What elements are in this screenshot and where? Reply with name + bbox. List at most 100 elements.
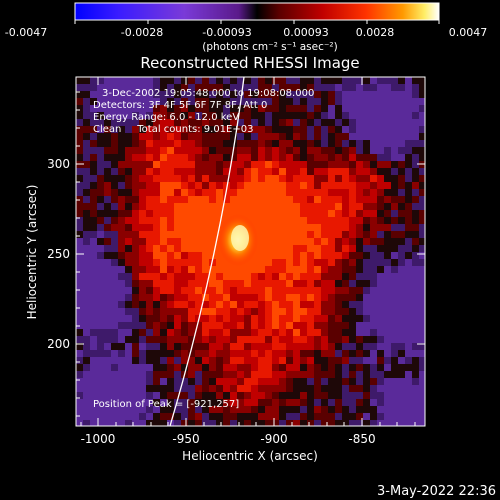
image-pixel — [111, 364, 119, 372]
image-pixel — [265, 203, 273, 211]
image-pixel — [363, 287, 371, 295]
image-pixel — [384, 406, 392, 414]
image-pixel — [174, 371, 182, 379]
image-pixel — [398, 182, 406, 190]
image-pixel — [370, 371, 378, 379]
image-pixel — [342, 371, 350, 379]
image-pixel — [384, 259, 392, 267]
image-pixel — [342, 343, 350, 351]
image-pixel — [125, 357, 133, 365]
image-pixel — [265, 280, 273, 288]
image-pixel — [174, 301, 182, 309]
image-pixel — [104, 91, 112, 99]
image-pixel — [258, 140, 266, 148]
image-pixel — [349, 413, 357, 421]
image-pixel — [104, 154, 112, 162]
image-pixel — [307, 245, 315, 253]
image-pixel — [405, 343, 413, 351]
image-pixel — [307, 357, 315, 365]
footer-timestamp: 3-May-2022 22:36 — [377, 484, 496, 499]
image-pixel — [328, 392, 336, 400]
image-pixel — [342, 350, 350, 358]
image-pixel — [167, 308, 175, 316]
image-pixel — [314, 294, 322, 302]
image-pixel — [83, 371, 91, 379]
image-pixel — [188, 175, 196, 183]
image-pixel — [195, 231, 203, 239]
image-pixel — [272, 189, 280, 197]
image-pixel — [90, 259, 98, 267]
image-pixel — [244, 406, 252, 414]
image-pixel — [328, 161, 336, 169]
image-pixel — [314, 105, 322, 113]
image-pixel — [97, 84, 105, 92]
image-pixel — [181, 126, 189, 134]
image-pixel — [384, 126, 392, 134]
image-pixel — [342, 91, 350, 99]
image-pixel — [111, 385, 119, 393]
image-pixel — [188, 119, 196, 127]
image-pixel — [83, 343, 91, 351]
image-pixel — [104, 77, 112, 85]
image-pixel — [111, 224, 119, 232]
image-pixel — [125, 105, 133, 113]
image-pixel — [321, 371, 329, 379]
image-pixel — [174, 231, 182, 239]
image-pixel — [363, 126, 371, 134]
image-pixel — [384, 224, 392, 232]
image-pixel — [76, 350, 84, 358]
image-pixel — [244, 182, 252, 190]
image-pixel — [90, 112, 98, 120]
image-pixel — [314, 329, 322, 337]
image-pixel — [90, 294, 98, 302]
image-pixel — [272, 161, 280, 169]
image-pixel — [160, 301, 168, 309]
image-pixel — [125, 406, 133, 414]
image-pixel — [104, 210, 112, 218]
image-pixel — [244, 147, 252, 155]
image-pixel — [384, 154, 392, 162]
image-pixel — [118, 259, 126, 267]
image-pixel — [209, 280, 217, 288]
image-pixel — [181, 301, 189, 309]
image-pixel — [132, 315, 140, 323]
image-pixel — [398, 91, 406, 99]
image-pixel — [412, 98, 420, 106]
image-pixel — [335, 420, 343, 426]
image-pixel — [195, 308, 203, 316]
image-pixel — [307, 343, 315, 351]
image-pixel — [258, 252, 266, 260]
image-pixel — [258, 406, 266, 414]
image-pixel — [391, 154, 399, 162]
image-pixel — [202, 273, 210, 281]
image-pixel — [328, 322, 336, 330]
energy-range-text: Energy Range: 6.0 - 12.0 keV — [93, 112, 239, 123]
image-pixel — [188, 245, 196, 253]
image-pixel — [307, 203, 315, 211]
image-pixel — [195, 294, 203, 302]
image-pixel — [230, 210, 238, 218]
image-pixel — [335, 203, 343, 211]
image-pixel — [83, 252, 91, 260]
image-pixel — [265, 84, 273, 92]
image-pixel — [328, 378, 336, 386]
image-pixel — [349, 406, 357, 414]
image-pixel — [160, 399, 168, 407]
image-pixel — [76, 126, 84, 134]
image-pixel — [370, 77, 378, 85]
image-pixel — [300, 168, 308, 176]
image-pixel — [384, 210, 392, 218]
image-pixel — [405, 336, 413, 344]
image-pixel — [349, 105, 357, 113]
image-pixel — [272, 350, 280, 358]
image-pixel — [104, 378, 112, 386]
image-pixel — [195, 252, 203, 260]
image-pixel — [188, 350, 196, 358]
image-pixel — [314, 385, 322, 393]
image-pixel — [223, 203, 231, 211]
image-pixel — [251, 98, 259, 106]
image-pixel — [167, 392, 175, 400]
image-pixel — [258, 378, 266, 386]
image-pixel — [230, 364, 238, 372]
image-pixel — [146, 119, 154, 127]
